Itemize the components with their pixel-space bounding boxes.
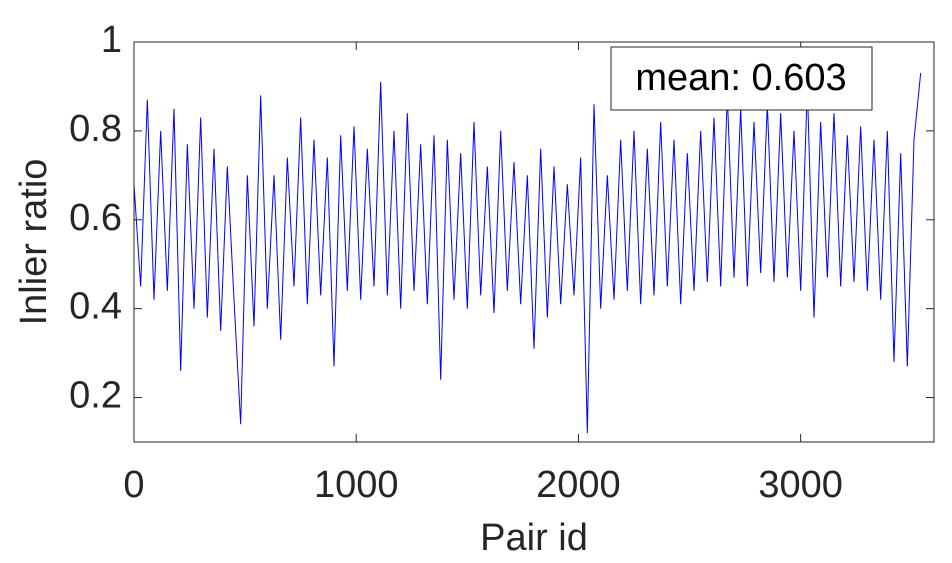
y-axis-label: Inlier ratio <box>13 159 55 326</box>
x-tick-label: 2000 <box>536 464 621 506</box>
annotation: mean: 0.603 <box>635 57 846 99</box>
y-tick-label: 0.6 <box>69 197 122 239</box>
x-tick-label: 3000 <box>758 464 843 506</box>
y-tick-label: 0.4 <box>69 286 122 328</box>
axes-box <box>133 41 935 443</box>
x-axis-label: Pair id <box>480 517 588 559</box>
y-tick-label: 0.2 <box>69 375 122 417</box>
data-line <box>133 73 922 434</box>
y-tick-label: 1 <box>101 19 122 61</box>
y-tick-label: 0.8 <box>69 108 122 150</box>
x-tick-label: 1000 <box>314 464 399 506</box>
annotation-box <box>610 46 873 111</box>
x-tick-label: 0 <box>123 464 144 506</box>
